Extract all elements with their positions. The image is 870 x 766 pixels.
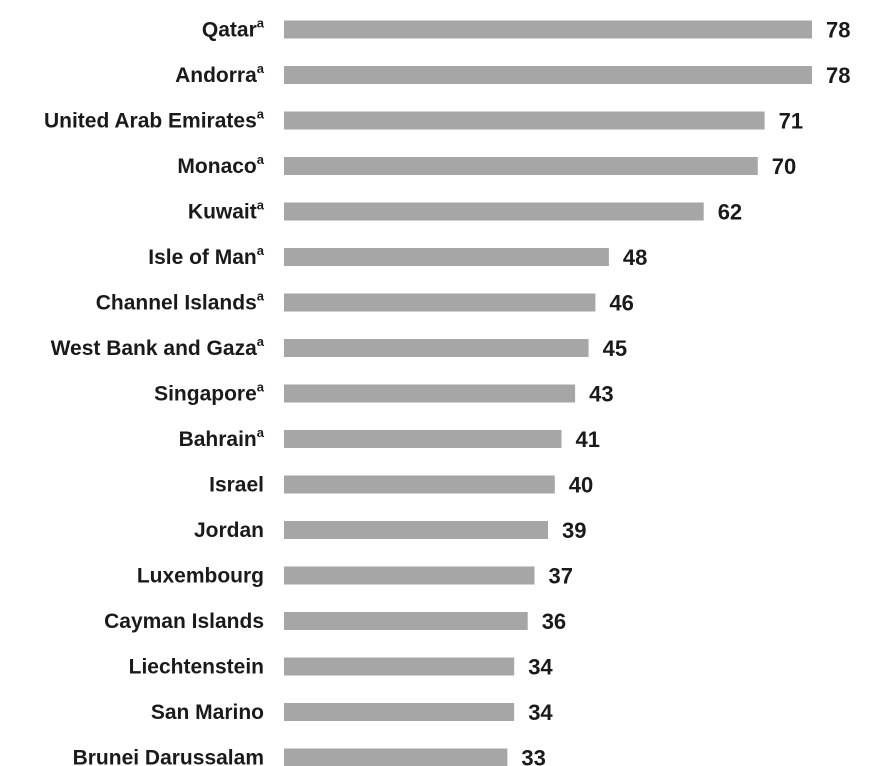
value-label-6: 46: [609, 291, 633, 316]
footnote-marker: a: [257, 198, 265, 213]
category-label-6: Channel Islandsa: [96, 289, 265, 315]
category-name: Isle of Man: [148, 246, 257, 269]
footnote-marker: a: [257, 61, 265, 76]
footnote-marker: a: [257, 334, 265, 349]
bar-4: [284, 202, 704, 221]
footnote-marker: a: [257, 425, 265, 440]
category-name: Jordan: [194, 519, 264, 542]
category-name: Brunei Darussalam: [73, 747, 264, 766]
category-name: Kuwait: [188, 201, 257, 224]
value-label-11: 39: [562, 518, 586, 543]
value-label-5: 48: [623, 245, 647, 270]
bar-5: [284, 248, 609, 266]
value-label-15: 34: [528, 700, 553, 725]
category-label-2: United Arab Emiratesa: [44, 107, 265, 133]
category-label-1: Andorraa: [175, 61, 265, 87]
category-label-16: Brunei Darussalam: [73, 747, 264, 766]
category-name: San Marino: [151, 701, 264, 724]
value-label-16: 33: [521, 746, 545, 766]
bar-11: [284, 521, 548, 539]
value-label-7: 45: [603, 336, 627, 361]
bar-8: [284, 384, 576, 403]
category-label-5: Isle of Mana: [148, 243, 265, 269]
category-label-11: Jordan: [194, 519, 264, 542]
value-label-13: 36: [542, 609, 566, 634]
bar-2: [284, 111, 765, 130]
category-name: Monaco: [177, 155, 256, 178]
bar-7: [284, 339, 589, 357]
bar-16: [284, 748, 508, 766]
value-label-8: 43: [589, 382, 613, 407]
category-name: Andorra: [175, 64, 257, 87]
category-label-9: Bahraina: [179, 425, 265, 451]
value-label-1: 78: [826, 63, 850, 88]
bar-3: [284, 157, 758, 175]
category-name: United Arab Emirates: [44, 110, 257, 133]
value-label-12: 37: [549, 564, 573, 589]
value-label-9: 41: [576, 427, 600, 452]
category-label-14: Liechtenstein: [129, 656, 264, 679]
category-label-13: Cayman Islands: [104, 610, 264, 633]
value-label-2: 71: [779, 109, 803, 134]
footnote-marker: a: [257, 380, 265, 395]
category-name: Channel Islands: [96, 292, 257, 315]
value-label-10: 40: [569, 473, 593, 498]
bar-6: [284, 293, 596, 312]
footnote-marker: a: [257, 152, 265, 167]
bar-9: [284, 430, 562, 448]
value-label-3: 70: [772, 154, 796, 179]
category-label-3: Monacoa: [177, 152, 264, 178]
category-name: Singapore: [154, 383, 257, 406]
category-name: Cayman Islands: [104, 610, 264, 633]
category-name: Luxembourg: [137, 565, 264, 588]
category-label-10: Israel: [209, 474, 264, 497]
category-name: Bahrain: [179, 428, 257, 451]
bar-1: [284, 66, 812, 84]
category-label-7: West Bank and Gazaa: [51, 334, 265, 360]
footnote-marker: a: [257, 16, 265, 31]
value-label-0: 78: [826, 18, 850, 43]
category-label-0: Qatara: [202, 16, 265, 42]
bar-13: [284, 612, 528, 630]
footnote-marker: a: [257, 289, 265, 304]
footnote-marker: a: [257, 107, 265, 122]
category-label-15: San Marino: [151, 701, 264, 724]
footnote-marker: a: [257, 243, 265, 258]
category-label-4: Kuwaita: [188, 198, 265, 224]
value-labels-layer: 78 78 71 70 62 48 46 45 43 41 40 39 37 36 34 34 33: [521, 18, 850, 766]
category-name: West Bank and Gaza: [51, 337, 257, 360]
category-name: Israel: [209, 474, 264, 497]
bar-12: [284, 566, 535, 585]
category-label-8: Singaporea: [154, 380, 265, 406]
category-label-12: Luxembourg: [137, 565, 264, 588]
value-label-14: 34: [528, 655, 553, 680]
bar-10: [284, 475, 555, 494]
category-name: Qatar: [202, 19, 257, 42]
bar-15: [284, 703, 515, 721]
bar-0: [284, 20, 812, 39]
value-label-4: 62: [718, 200, 742, 225]
bars-layer: [284, 20, 812, 766]
category-name: Liechtenstein: [129, 656, 264, 679]
bar-14: [284, 657, 515, 676]
